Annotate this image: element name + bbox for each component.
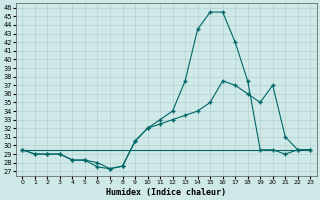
X-axis label: Humidex (Indice chaleur): Humidex (Indice chaleur): [106, 188, 226, 197]
